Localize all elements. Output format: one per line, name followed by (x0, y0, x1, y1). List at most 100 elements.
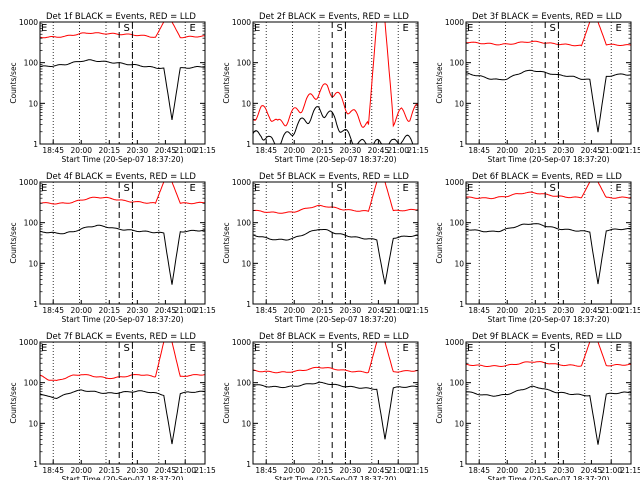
x-tick-label: 21:00 (600, 466, 622, 475)
series-lld (465, 341, 632, 368)
marker-e: E (467, 23, 473, 34)
x-tick-label: 20:15 (311, 306, 333, 315)
x-axis-label: Start Time (20-Sep-07 18:37:20) (275, 155, 397, 164)
x-axis-label: Start Time (20-Sep-07 18:37:20) (62, 315, 184, 324)
y-axis-label: Counts/sec (435, 382, 444, 423)
marker-e: E (254, 343, 260, 354)
marker-e: E (254, 23, 260, 34)
y-tick-label: 10 (28, 259, 38, 268)
series-lld (252, 341, 419, 374)
y-tick-label: 1 (459, 300, 464, 309)
y-tick-label: 1 (459, 140, 464, 149)
x-tick-label: 20:30 (127, 146, 149, 155)
series-lld (465, 21, 632, 47)
x-tick-label: 20:00 (496, 146, 518, 155)
marker-s: S (337, 183, 343, 194)
series-lld (252, 181, 419, 214)
x-tick-label: 21:15 (620, 146, 640, 155)
x-tick-label: 20:30 (340, 306, 362, 315)
marker-e: E (41, 23, 47, 34)
chart-title: Det 2f BLACK = Events, RED = LLD (259, 12, 409, 22)
series-events (39, 224, 206, 285)
x-tick-label: 21:00 (387, 306, 409, 315)
x-tick-label: 20:30 (127, 466, 149, 475)
y-tick-label: 1000 (232, 18, 251, 27)
y-axis-label: Counts/sec (222, 62, 231, 103)
x-axis-label: Start Time (20-Sep-07 18:37:20) (488, 475, 610, 480)
x-tick-label: 20:00 (70, 306, 92, 315)
chart-title: Det 6f BLACK = Events, RED = LLD (472, 172, 622, 182)
y-tick-label: 100 (450, 219, 465, 228)
series-events (465, 385, 632, 445)
y-tick-label: 1 (33, 460, 38, 469)
y-tick-label: 10 (28, 99, 38, 108)
marker-e: E (403, 343, 409, 354)
series-events (39, 59, 206, 120)
x-axis-label: Start Time (20-Sep-07 18:37:20) (62, 155, 184, 164)
x-tick-label: 21:00 (387, 466, 409, 475)
plot-frame (252, 341, 419, 465)
series-events (252, 381, 419, 440)
x-tick-label: 21:15 (194, 306, 216, 315)
marker-e: E (190, 23, 196, 34)
x-tick-label: 21:15 (407, 146, 429, 155)
marker-e: E (467, 183, 473, 194)
series-lld (39, 181, 206, 205)
x-tick-label: 20:15 (311, 466, 333, 475)
y-tick-label: 1 (33, 300, 38, 309)
x-tick-label: 20:45 (368, 306, 390, 315)
marker-s: S (337, 343, 343, 354)
x-tick-label: 21:15 (194, 146, 216, 155)
x-tick-label: 18:45 (468, 146, 490, 155)
x-tick-label: 18:45 (255, 146, 277, 155)
marker-s: S (124, 183, 130, 194)
y-tick-label: 1000 (232, 338, 251, 347)
marker-e: E (254, 183, 260, 194)
marker-e: E (616, 343, 622, 354)
x-tick-label: 21:15 (620, 466, 640, 475)
x-tick-label: 20:45 (155, 466, 177, 475)
series-events (39, 389, 206, 445)
series-events (252, 228, 419, 285)
marker-s: S (550, 343, 556, 354)
y-tick-label: 100 (237, 379, 252, 388)
x-tick-label: 20:45 (581, 306, 603, 315)
x-tick-label: 20:30 (340, 466, 362, 475)
x-tick-label: 21:00 (174, 306, 196, 315)
x-tick-label: 21:00 (600, 146, 622, 155)
marker-e: E (190, 343, 196, 354)
marker-e: E (41, 183, 47, 194)
y-tick-label: 100 (24, 59, 39, 68)
y-tick-label: 10 (454, 99, 464, 108)
chart-title: Det 1f BLACK = Events, RED = LLD (46, 12, 196, 22)
x-axis-label: Start Time (20-Sep-07 18:37:20) (488, 315, 610, 324)
x-tick-label: 20:00 (496, 466, 518, 475)
marker-e: E (616, 23, 622, 34)
plot-frame (39, 341, 206, 465)
x-tick-label: 20:30 (553, 466, 575, 475)
x-tick-label: 18:45 (468, 466, 490, 475)
x-tick-label: 18:45 (42, 306, 64, 315)
chart-title: Det 3f BLACK = Events, RED = LLD (472, 12, 622, 22)
y-tick-label: 100 (450, 379, 465, 388)
y-tick-label: 1000 (19, 338, 38, 347)
series-lld (39, 21, 206, 39)
x-tick-label: 21:00 (387, 146, 409, 155)
x-tick-label: 20:15 (98, 306, 120, 315)
x-tick-label: 21:00 (174, 466, 196, 475)
x-tick-label: 20:45 (155, 146, 177, 155)
marker-s: S (550, 183, 556, 194)
y-axis-label: Counts/sec (9, 382, 18, 423)
x-tick-label: 20:00 (496, 306, 518, 315)
x-tick-label: 20:15 (98, 466, 120, 475)
marker-e: E (41, 343, 47, 354)
y-tick-label: 10 (241, 419, 251, 428)
y-tick-label: 10 (28, 419, 38, 428)
x-tick-label: 20:45 (155, 306, 177, 315)
x-tick-label: 20:15 (98, 146, 120, 155)
